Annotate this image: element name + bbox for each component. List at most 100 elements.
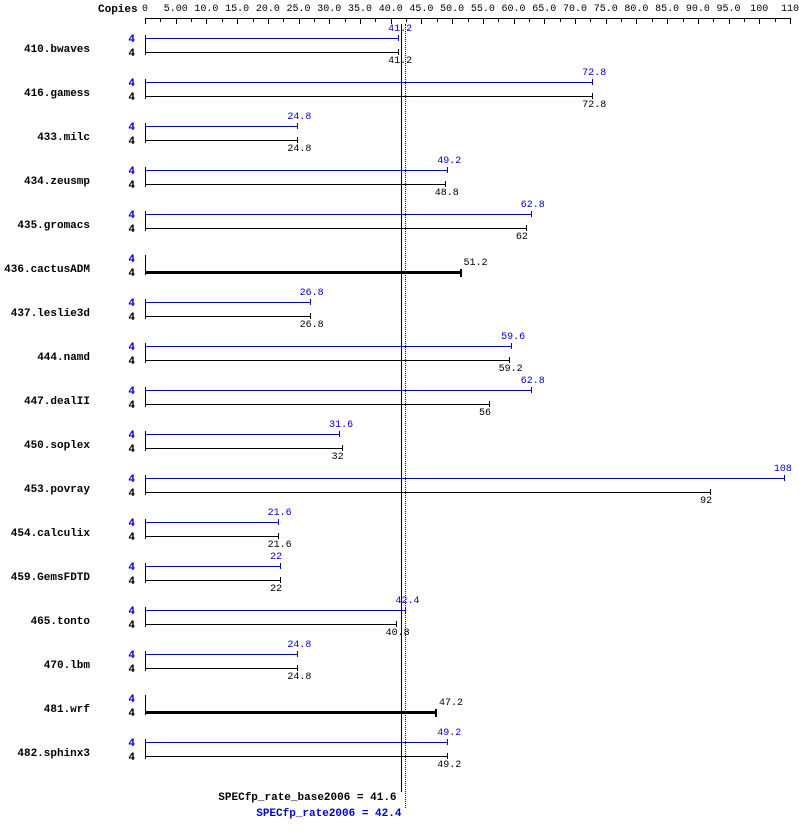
base-value-label: 48.8 [435, 188, 459, 199]
peak-bar-cap [297, 123, 298, 129]
peak-value-label: 31.6 [329, 420, 353, 431]
x-tick-label: 75.0 [594, 4, 618, 15]
x-minor-tick [437, 18, 438, 22]
base-bar [145, 668, 297, 669]
x-minor-tick [345, 18, 346, 22]
base-value-label: 21.6 [268, 540, 292, 551]
base-value-label: 49.2 [437, 760, 461, 771]
base-bar [145, 228, 526, 229]
x-tick-label: 90.0 [686, 4, 710, 15]
peak-bar [145, 390, 531, 391]
copies-header: Copies [98, 4, 138, 16]
base-bar-cap [278, 533, 279, 539]
base-value-label: 72.8 [582, 100, 606, 111]
copies-base: 4 [115, 48, 135, 60]
x-tick-label: 25.0 [287, 4, 311, 15]
x-tick-label: 20.0 [256, 4, 280, 15]
copies-base: 4 [115, 268, 135, 280]
peak-value-label: 26.8 [300, 288, 324, 299]
base-value-label: 40.8 [386, 628, 410, 639]
x-tick-label: 5.00 [164, 4, 188, 15]
benchmark-label: 459.GemsFDTD [0, 572, 90, 584]
spec-chart: Copies05.0010.015.020.025.030.035.040.04… [0, 0, 799, 831]
peak-value-label: 49.2 [437, 728, 461, 739]
base-value-label: 56 [479, 408, 491, 419]
base-bar-cap [460, 269, 462, 277]
x-minor-tick [652, 18, 653, 22]
copies-peak: 4 [115, 430, 135, 442]
base-bar-cap [396, 621, 397, 627]
x-tick [790, 18, 791, 24]
peak-bar [145, 522, 278, 523]
copies-base: 4 [115, 532, 135, 544]
copies-base: 4 [115, 576, 135, 588]
x-tick-label: 45.0 [409, 4, 433, 15]
copies-peak: 4 [115, 650, 135, 662]
peak-bar-cap [405, 607, 406, 613]
copies-peak: 4 [115, 254, 135, 266]
base-bar [145, 404, 489, 405]
x-minor-tick [775, 18, 776, 22]
base-value-label: 62 [516, 232, 528, 243]
benchmark-label: 435.gromacs [0, 220, 90, 232]
peak-bar-cap [278, 519, 279, 525]
copies-base: 4 [115, 312, 135, 324]
benchmark-label: 447.dealII [0, 396, 90, 408]
x-tick-label: 35.0 [348, 4, 372, 15]
benchmark-label: 482.sphinx3 [0, 748, 90, 760]
copies-base: 4 [115, 752, 135, 764]
base-bar-cap [592, 93, 593, 99]
base-bar-cap [398, 49, 399, 55]
copies-base: 4 [115, 708, 135, 720]
peak-bar-cap [447, 739, 448, 745]
x-tick [329, 18, 330, 24]
peak-value-label: 108 [774, 464, 792, 475]
peak-value-label: 22 [270, 552, 282, 563]
peak-value-label: 24.8 [287, 112, 311, 123]
x-tick-label: 80.0 [624, 4, 648, 15]
benchmark-label: 433.milc [0, 132, 90, 144]
copies-peak: 4 [115, 694, 135, 706]
peak-value-label: 24.8 [287, 640, 311, 651]
copies-peak: 4 [115, 386, 135, 398]
benchmark-label: 454.calculix [0, 528, 90, 540]
peak-bar [145, 478, 784, 479]
x-minor-tick [191, 18, 192, 22]
base-value-label: 22 [270, 584, 282, 595]
x-minor-tick [590, 18, 591, 22]
peak-bar [145, 346, 511, 347]
base-value-label: 51.2 [464, 258, 488, 269]
base-bar [145, 624, 396, 625]
base-bar-cap [509, 357, 510, 363]
x-tick [606, 18, 607, 24]
peak-bar [145, 566, 280, 567]
x-minor-tick [498, 18, 499, 22]
peak-bar-cap [531, 387, 532, 393]
copies-peak: 4 [115, 298, 135, 310]
copies-base: 4 [115, 92, 135, 104]
peak-bar [145, 214, 531, 215]
base-value-label: 59.2 [499, 364, 523, 375]
peak-value-label: 62.8 [521, 200, 545, 211]
base-value-label: 26.8 [300, 320, 324, 331]
x-minor-tick [314, 18, 315, 22]
peak-bar [145, 38, 398, 39]
base-bar [145, 492, 710, 493]
peak-value-label: 49.2 [437, 156, 461, 167]
copies-peak: 4 [115, 78, 135, 90]
x-minor-tick [683, 18, 684, 22]
copies-base: 4 [115, 180, 135, 192]
peak-bar [145, 126, 297, 127]
base-bar-cap [489, 401, 490, 407]
copies-base: 4 [115, 136, 135, 148]
x-tick [268, 18, 269, 24]
peak-bar-cap [784, 475, 785, 481]
x-minor-tick [283, 18, 284, 22]
base-bar [145, 52, 398, 53]
x-tick-label: 15.0 [225, 4, 249, 15]
x-tick [759, 18, 760, 24]
benchmark-label: 481.wrf [0, 704, 90, 716]
peak-bar-cap [297, 651, 298, 657]
copies-peak: 4 [115, 166, 135, 178]
base-bar-cap [297, 137, 298, 143]
